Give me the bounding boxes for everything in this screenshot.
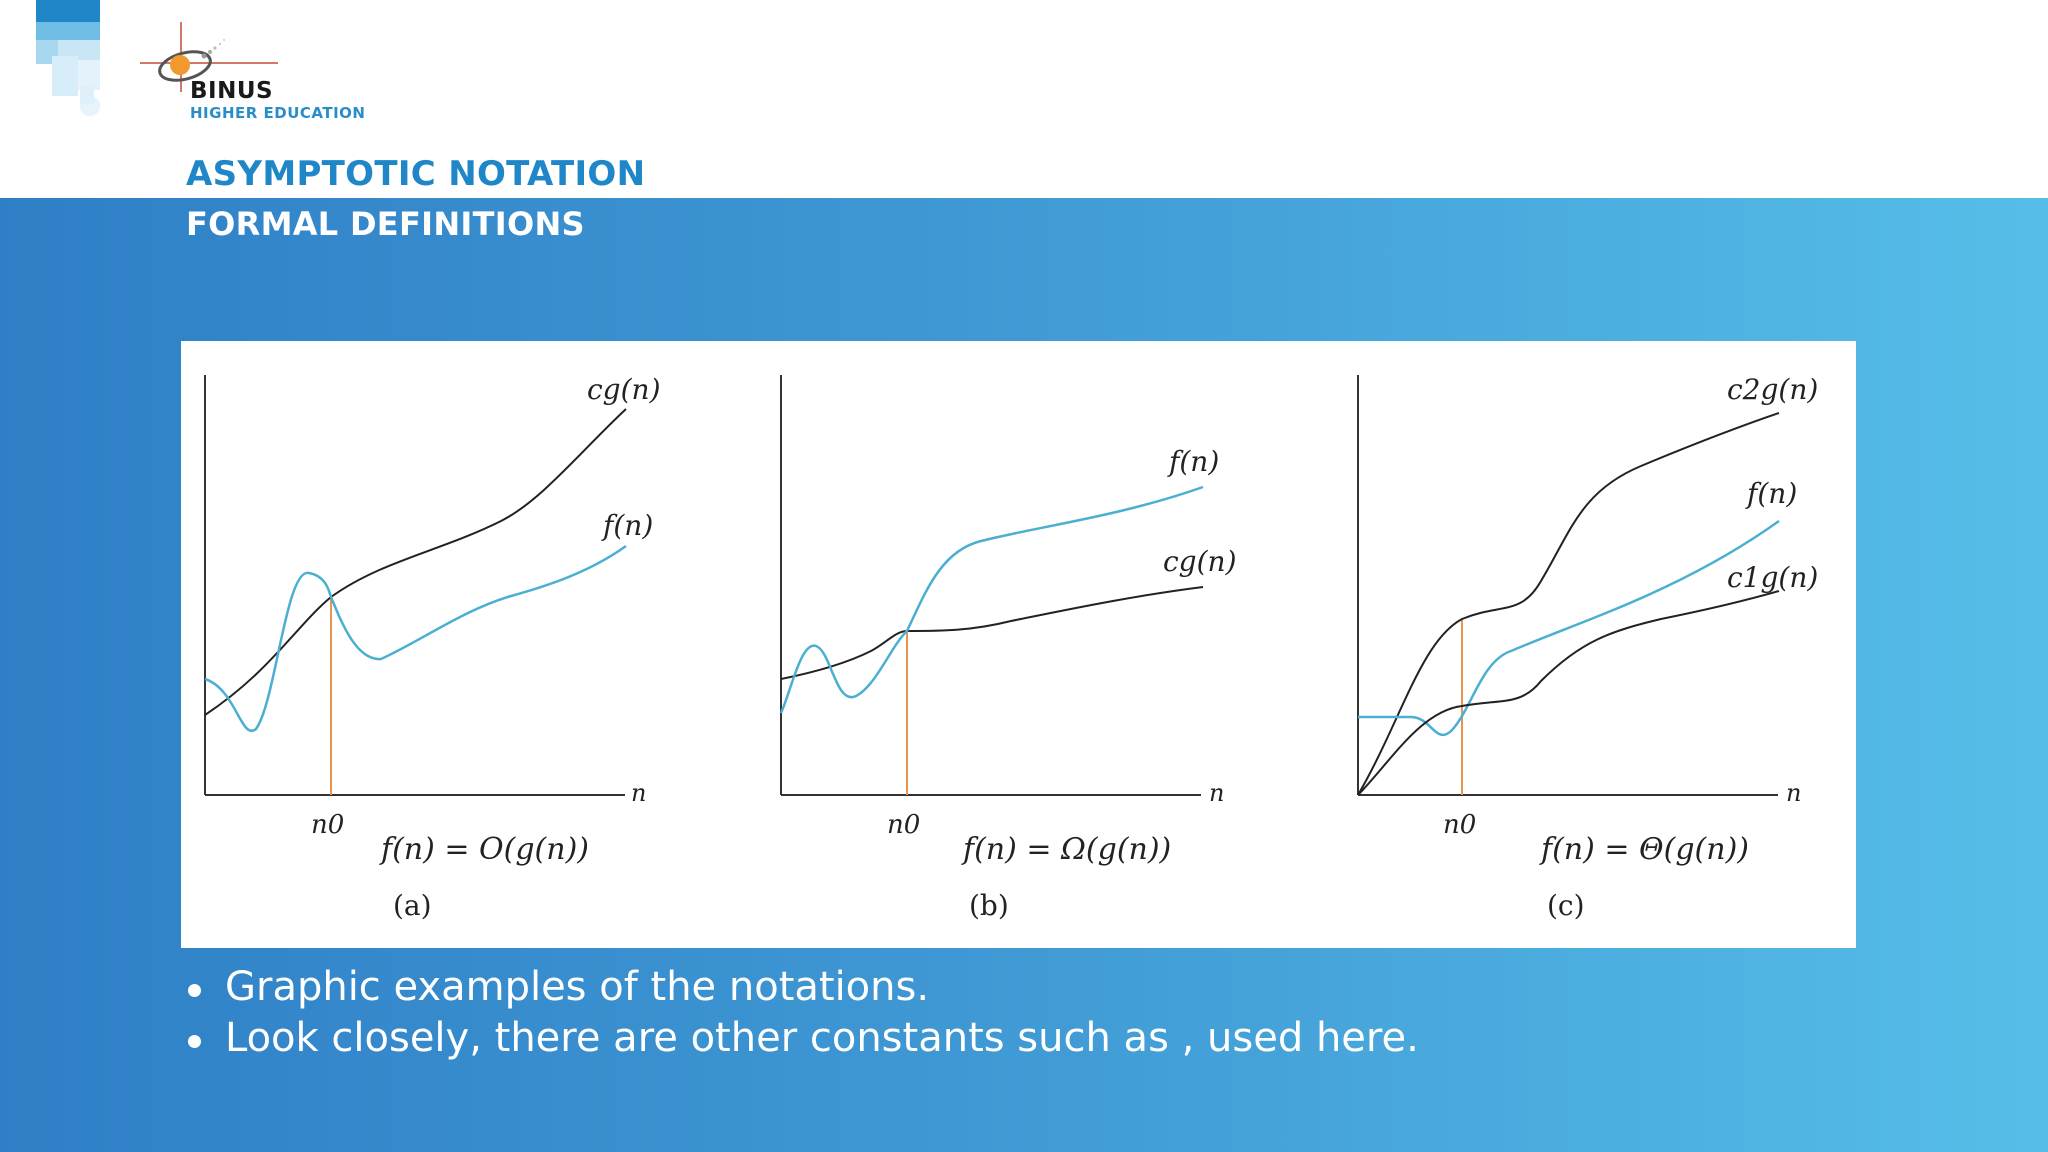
logo-subtitle: HIGHER EDUCATION	[190, 104, 366, 122]
panel-a-x-label: n	[631, 779, 646, 807]
corner-decoration	[36, 0, 100, 116]
panel-a-upper-label: cg(n)	[587, 373, 661, 406]
panel-b: f(n) cg(n) n n0 f(n) = Ω(g(n)) (b)	[779, 375, 1237, 922]
panel-b-caption: (b)	[969, 889, 1009, 922]
panel-c-lower-label: c1g(n)	[1727, 561, 1818, 594]
panel-b-middle-label: cg(n)	[1163, 545, 1237, 578]
panel-b-n0-label: n0	[887, 810, 920, 840]
panel-b-cg-curve	[780, 586, 1204, 680]
slide-subtitle: FORMAL DEFINITIONS	[186, 205, 585, 243]
panel-c: c2g(n) f(n) c1g(n) n n0 f(n) = Θ(g(n)) (…	[1357, 373, 1818, 922]
panel-a-caption: (a)	[393, 889, 432, 922]
header-background	[0, 0, 2048, 198]
panel-a: cg(n) f(n) n n0 f(n) = O(g(n)) (a)	[204, 373, 661, 922]
panel-c-upper-label: c2g(n)	[1727, 373, 1818, 406]
panel-c-f-curve	[1358, 519, 1780, 737]
panel-c-formula: f(n) = Θ(g(n))	[1539, 832, 1749, 867]
panel-b-formula: f(n) = Ω(g(n))	[961, 832, 1171, 867]
bullet-item: Graphic examples of the notations.	[186, 962, 1419, 1013]
bullet-item: Look closely, there are other constants …	[186, 1013, 1419, 1064]
panel-c-x-label: n	[1786, 779, 1801, 807]
panel-c-middle-label: f(n)	[1745, 477, 1797, 510]
panel-a-formula: f(n) = O(g(n))	[379, 832, 589, 867]
panel-a-cg-curve	[204, 408, 627, 716]
logo-name: BINUS	[190, 78, 274, 104]
notation-figure: cg(n) f(n) n n0 f(n) = O(g(n)) (a) f(n) …	[181, 341, 1856, 948]
panel-c-n0-label: n0	[1443, 810, 1476, 840]
panel-b-f-curve	[779, 485, 1204, 714]
panel-c-caption: (c)	[1547, 889, 1585, 922]
bullet-list: Graphic examples of the notations. Look …	[186, 962, 1419, 1064]
panel-a-f-curve	[204, 544, 627, 733]
panel-c-c2g-curve	[1357, 412, 1780, 796]
panel-b-x-label: n	[1209, 779, 1224, 807]
panel-b-upper-label: f(n)	[1167, 445, 1219, 478]
slide-title: ASYMPTOTIC NOTATION	[186, 154, 646, 194]
binus-logo-icon	[140, 22, 278, 92]
panel-a-n0-label: n0	[311, 810, 344, 840]
panel-c-c1g-curve	[1357, 590, 1780, 796]
panel-a-middle-label: f(n)	[601, 509, 653, 542]
notation-graphs: cg(n) f(n) n n0 f(n) = O(g(n)) (a) f(n) …	[204, 373, 1818, 922]
